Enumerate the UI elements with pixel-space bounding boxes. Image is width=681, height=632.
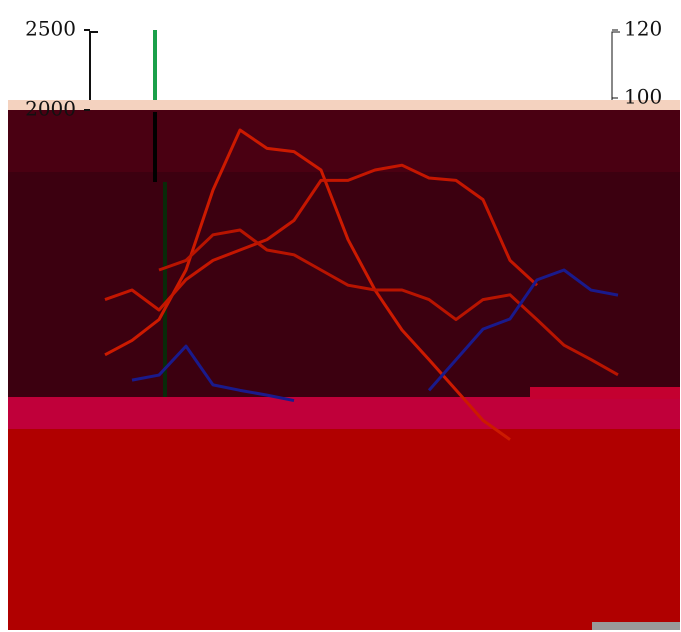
lower-overlay xyxy=(8,397,680,630)
y-tick-label: 2000 xyxy=(25,97,76,121)
y2-tick-label: 100 xyxy=(624,84,662,108)
y2-tick-label: 120 xyxy=(624,17,662,41)
lower-step xyxy=(530,387,680,399)
series-line xyxy=(131,268,619,403)
left-axis xyxy=(89,31,98,100)
lower-band xyxy=(8,397,680,429)
plot-overlay-top xyxy=(8,110,680,172)
right-axis xyxy=(611,31,620,100)
corner xyxy=(592,622,680,630)
band xyxy=(8,100,680,112)
series-line xyxy=(104,163,539,312)
series-line xyxy=(158,228,619,377)
y-tick-label: 2500 xyxy=(25,17,76,41)
